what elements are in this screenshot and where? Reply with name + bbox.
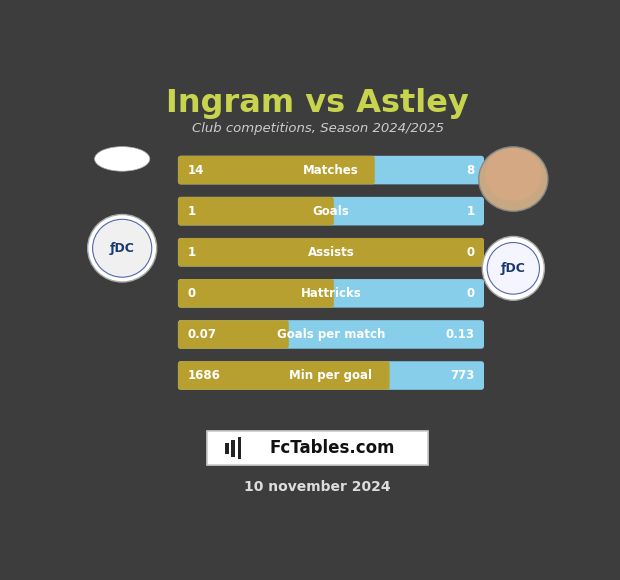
Ellipse shape xyxy=(487,242,539,294)
Text: 1: 1 xyxy=(187,205,196,218)
Circle shape xyxy=(485,148,542,201)
FancyBboxPatch shape xyxy=(207,432,428,465)
Text: 1: 1 xyxy=(466,205,474,218)
Text: Assists: Assists xyxy=(308,246,355,259)
Text: ƒDC: ƒDC xyxy=(110,242,135,255)
Text: 0: 0 xyxy=(466,246,474,259)
FancyBboxPatch shape xyxy=(178,320,484,349)
Circle shape xyxy=(479,147,548,211)
Text: 14: 14 xyxy=(187,164,204,176)
FancyBboxPatch shape xyxy=(178,361,484,390)
Text: Goals per match: Goals per match xyxy=(277,328,385,341)
Text: 0: 0 xyxy=(187,287,196,300)
Text: 0.13: 0.13 xyxy=(445,328,474,341)
Text: 1686: 1686 xyxy=(187,369,220,382)
Text: 0: 0 xyxy=(466,287,474,300)
FancyBboxPatch shape xyxy=(178,197,334,226)
FancyBboxPatch shape xyxy=(225,443,229,454)
Ellipse shape xyxy=(92,219,152,277)
FancyBboxPatch shape xyxy=(178,320,289,349)
Text: 8: 8 xyxy=(466,164,474,176)
Text: 0.07: 0.07 xyxy=(187,328,216,341)
FancyBboxPatch shape xyxy=(178,156,375,184)
FancyBboxPatch shape xyxy=(178,361,389,390)
Text: FcTables.com: FcTables.com xyxy=(270,439,395,457)
Text: Matches: Matches xyxy=(303,164,359,176)
FancyBboxPatch shape xyxy=(237,437,241,459)
Text: 10 november 2024: 10 november 2024 xyxy=(244,480,391,494)
FancyBboxPatch shape xyxy=(178,197,484,226)
Text: 773: 773 xyxy=(450,369,474,382)
Ellipse shape xyxy=(482,237,544,300)
FancyBboxPatch shape xyxy=(178,279,484,307)
FancyBboxPatch shape xyxy=(178,156,484,184)
FancyBboxPatch shape xyxy=(178,238,484,267)
FancyBboxPatch shape xyxy=(178,279,334,307)
Text: 1: 1 xyxy=(187,246,196,259)
FancyBboxPatch shape xyxy=(231,440,235,456)
FancyBboxPatch shape xyxy=(178,238,484,267)
Text: Goals: Goals xyxy=(312,205,349,218)
Text: ƒDC: ƒDC xyxy=(501,262,526,275)
Text: Min per goal: Min per goal xyxy=(290,369,373,382)
Text: Ingram vs Astley: Ingram vs Astley xyxy=(166,88,469,118)
Ellipse shape xyxy=(95,147,150,171)
Text: Hattricks: Hattricks xyxy=(301,287,361,300)
Ellipse shape xyxy=(87,215,157,282)
Text: Club competitions, Season 2024/2025: Club competitions, Season 2024/2025 xyxy=(192,122,444,135)
